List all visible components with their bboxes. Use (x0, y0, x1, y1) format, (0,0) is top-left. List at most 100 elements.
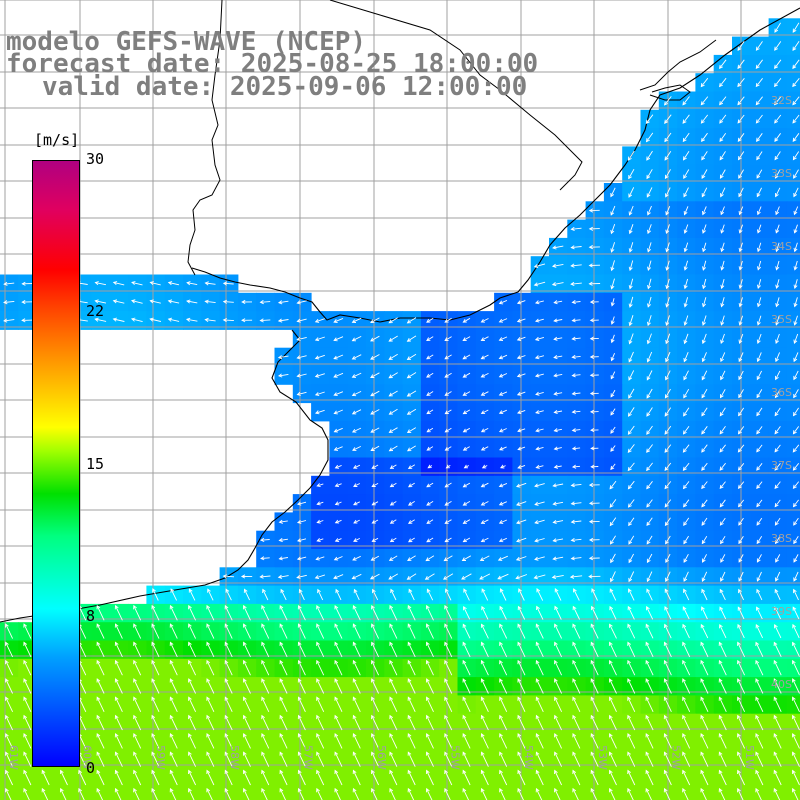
wind-arrow (353, 501, 360, 506)
wind-arrow (755, 78, 763, 88)
wind-arrow (718, 751, 727, 767)
wind-arrow (627, 787, 634, 800)
wind-arrow (571, 409, 581, 414)
wind-arrow (664, 623, 672, 639)
wind-arrow (371, 696, 380, 712)
wind-arrow (553, 464, 562, 469)
colorbar-tick-22: 22 (86, 302, 105, 320)
wind-arrow (665, 351, 671, 363)
wind-arrow (571, 373, 581, 378)
wind-speed-cell (786, 530, 800, 550)
wind-arrow (664, 517, 671, 527)
wind-arrow (570, 556, 582, 561)
wind-arrow (3, 281, 15, 286)
wind-arrow (516, 373, 526, 378)
wind-arrow (59, 787, 67, 800)
wind-arrow (792, 41, 800, 51)
wind-arrow (610, 535, 616, 545)
wind-arrow (588, 574, 601, 579)
wind-arrow (297, 678, 306, 694)
wind-arrow (96, 696, 105, 712)
wind-arrow (755, 678, 764, 694)
wind-arrow (388, 573, 399, 580)
wind-arrow (535, 464, 544, 469)
wind-arrow (664, 444, 672, 453)
wind-arrow (627, 407, 635, 417)
wind-arrow (278, 519, 288, 524)
wind-arrow (665, 571, 671, 583)
wind-arrow (610, 371, 616, 380)
wind-arrow (791, 641, 800, 657)
wind-arrow (738, 352, 744, 363)
wind-arrow (242, 714, 251, 731)
wind-arrow (646, 535, 653, 545)
wind-arrow (534, 538, 545, 543)
wind-arrow (444, 787, 451, 800)
wind-arrow (738, 242, 743, 253)
wind-arrow (554, 769, 563, 786)
latitude-label: 37S (771, 459, 792, 472)
wind-arrow (533, 281, 546, 287)
wind-arrow (627, 641, 636, 658)
wind-arrow (737, 481, 745, 490)
wind-arrow (222, 299, 234, 304)
wind-arrow (206, 641, 215, 658)
wind-arrow (570, 519, 582, 524)
wind-arrow (407, 519, 415, 524)
wind-arrow (407, 555, 416, 561)
wind-arrow (516, 501, 527, 506)
wind-arrow (682, 425, 690, 435)
wind-arrow (773, 733, 782, 749)
wind-arrow (224, 623, 233, 639)
wind-arrow (352, 751, 361, 767)
wind-arrow (701, 588, 708, 601)
wind-arrow (517, 446, 526, 451)
wind-arrow (516, 300, 526, 305)
wind-arrow (444, 336, 452, 341)
wind-arrow (297, 501, 307, 506)
wind-speed-cell (786, 292, 800, 312)
wind-arrow (756, 481, 763, 490)
wind-arrow (572, 751, 581, 767)
wind-speed-cell (786, 329, 800, 349)
wind-arrow (499, 446, 507, 451)
wind-arrow (351, 354, 362, 360)
wind-arrow (738, 206, 744, 216)
wind-arrow (499, 714, 508, 731)
wind-arrow (188, 751, 197, 767)
wind-arrow (646, 588, 653, 601)
wind-arrow (316, 605, 325, 621)
wind-arrow (444, 623, 453, 639)
wind-arrow (571, 446, 581, 451)
wind-arrow (628, 168, 635, 180)
wind-arrow (296, 391, 307, 396)
wind-arrow (316, 678, 325, 694)
wind-arrow (792, 606, 800, 620)
wind-arrow (738, 260, 743, 271)
wind-arrow (645, 751, 654, 767)
wind-arrow (553, 318, 563, 323)
wind-arrow (169, 641, 178, 658)
wind-arrow (570, 263, 582, 268)
wind-arrow (572, 714, 581, 731)
wind-arrow (114, 641, 123, 658)
wind-speed-cell (786, 750, 800, 770)
wind-arrow (388, 408, 398, 415)
wind-arrow (793, 279, 798, 290)
wind-arrow (756, 370, 763, 381)
wind-arrow (719, 517, 726, 526)
wind-arrow (534, 373, 544, 378)
wind-arrow (646, 187, 653, 198)
wind-arrow (370, 354, 380, 360)
wind-arrow (480, 714, 489, 731)
wind-arrow (572, 605, 581, 620)
wind-arrow (683, 242, 689, 253)
wind-arrow (114, 751, 123, 767)
wind-arrow (664, 425, 672, 435)
wind-arrow (554, 787, 561, 800)
wind-arrow (665, 296, 670, 308)
wind-arrow (112, 299, 125, 304)
wind-arrow (554, 641, 563, 658)
wind-arrow (774, 78, 782, 88)
wind-arrow (534, 519, 545, 525)
